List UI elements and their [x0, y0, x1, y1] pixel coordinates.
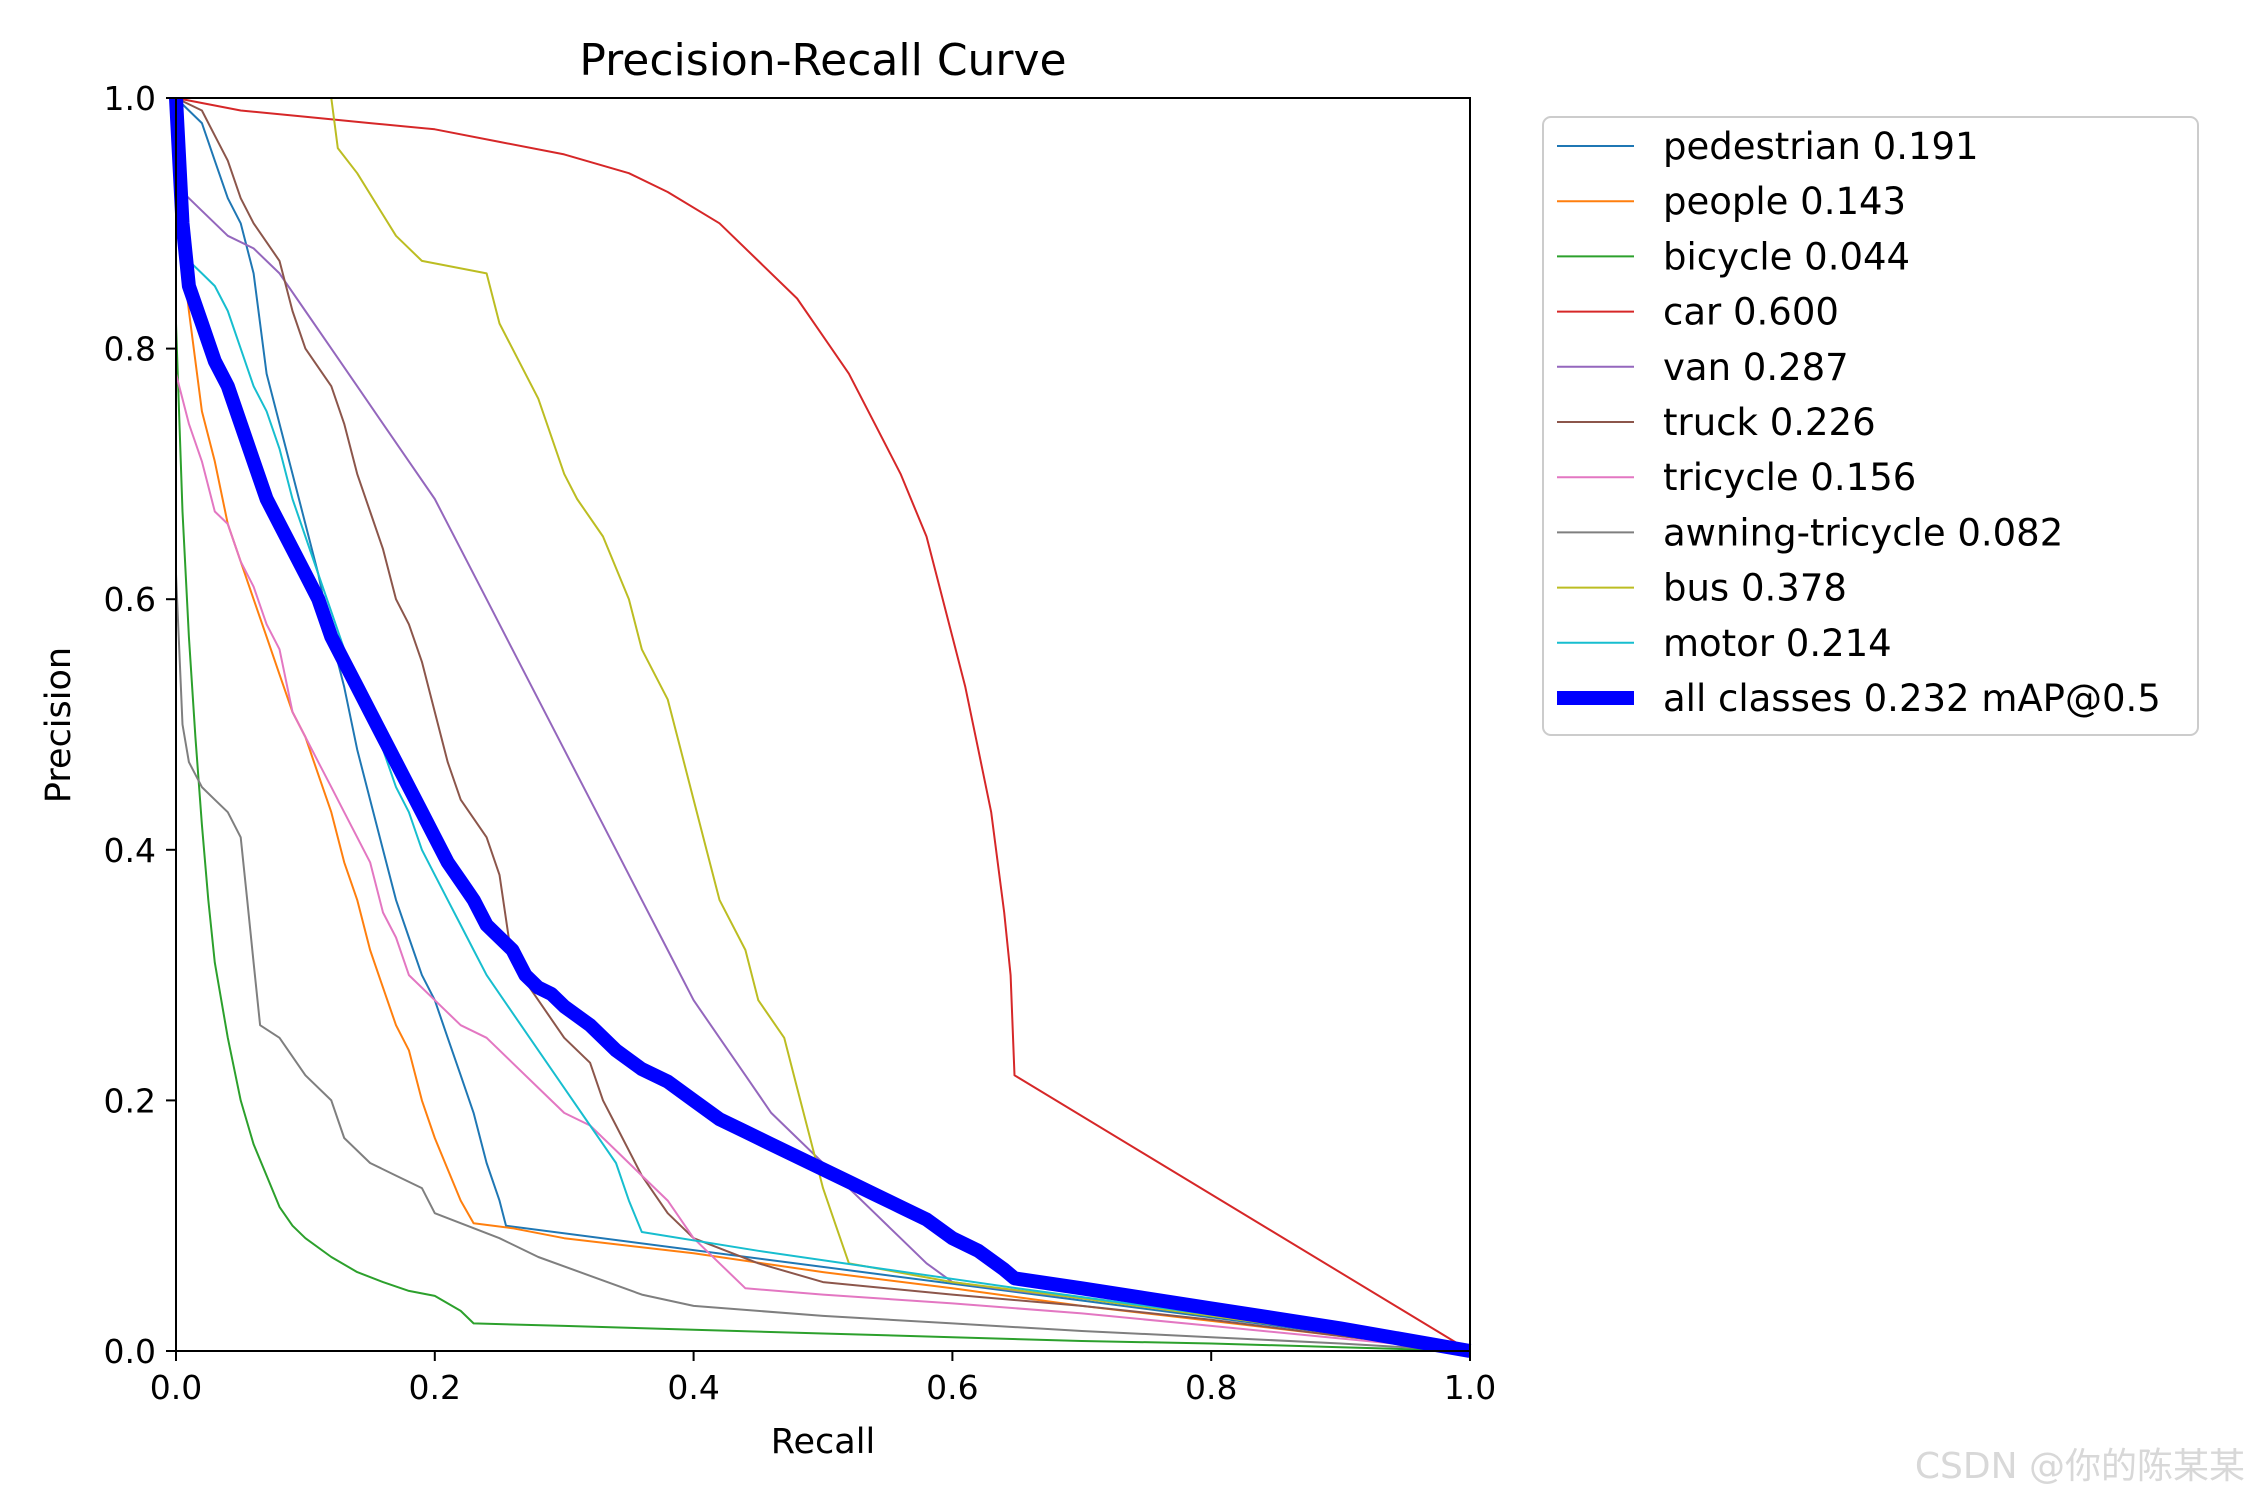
- series-line-motor: [175, 210, 1471, 1352]
- series-line-bicycle: [175, 323, 1471, 1352]
- legend-label-car: car 0.600: [1663, 291, 1839, 334]
- legend-label-bus: bus 0.378: [1663, 567, 1847, 610]
- y-tick-label: 0.2: [104, 1081, 156, 1120]
- series-line-van: [175, 184, 1471, 1352]
- chart-title: Precision-Recall Curve: [579, 35, 1066, 86]
- y-axis: 0.0 0.2 0.4 0.6 0.8 1.0: [104, 79, 176, 1371]
- legend-label-motor: motor 0.214: [1663, 622, 1892, 665]
- watermark: CSDN @你的陈某某: [1915, 1446, 2245, 1487]
- y-tick-label: 0.6: [104, 580, 156, 619]
- series-line-truck: [175, 97, 1471, 1352]
- legend-box: [1542, 116, 2199, 736]
- series-line-tricycle: [175, 373, 1471, 1352]
- legend-label-van: van 0.287: [1663, 346, 1849, 389]
- x-tick-label: 0.8: [1185, 1368, 1237, 1407]
- legend-label-pedestrian: pedestrian 0.191: [1663, 125, 1979, 168]
- legend: pedestrian 0.191 people 0.143 bicycle 0.04…: [1542, 116, 2199, 736]
- y-tick-label: 0.0: [104, 1332, 156, 1371]
- legend-label-people: people 0.143: [1663, 180, 1906, 223]
- x-tick-label: 0.0: [150, 1368, 202, 1407]
- series-line-car: [175, 97, 1471, 1352]
- series-line-pedestrian: [175, 97, 1471, 1352]
- legend-label-tricycle: tricycle 0.156: [1663, 456, 1916, 499]
- series-line-people: [175, 198, 1471, 1352]
- legend-label-bicycle: bicycle 0.044: [1663, 235, 1910, 278]
- plot-area: [169, 97, 1472, 1358]
- x-axis-label: Recall: [771, 1422, 875, 1462]
- x-tick-label: 0.4: [667, 1368, 719, 1407]
- y-axis-label: Precision: [39, 647, 79, 803]
- y-tick-label: 0.4: [104, 831, 156, 870]
- legend-label-truck: truck 0.226: [1663, 401, 1876, 444]
- legend-label-all-classes: all classes 0.232 mAP@0.5: [1663, 677, 2161, 720]
- x-tick-label: 0.2: [409, 1368, 461, 1407]
- series-line-awning-tricycle: [175, 574, 1471, 1352]
- legend-label-awning-tricycle: awning-tricycle 0.082: [1663, 511, 2063, 554]
- y-tick-label: 1.0: [104, 79, 156, 118]
- x-tick-label: 0.6: [926, 1368, 978, 1407]
- series-line-all-classes: [169, 97, 1472, 1358]
- x-tick-label: 1.0: [1444, 1368, 1496, 1407]
- plot-frame: [175, 97, 1471, 1352]
- series-line-bus: [330, 97, 1471, 1352]
- y-tick-label: 0.8: [104, 330, 156, 369]
- x-axis: 0.0 0.2 0.4 0.6 0.8 1.0: [150, 1351, 1496, 1407]
